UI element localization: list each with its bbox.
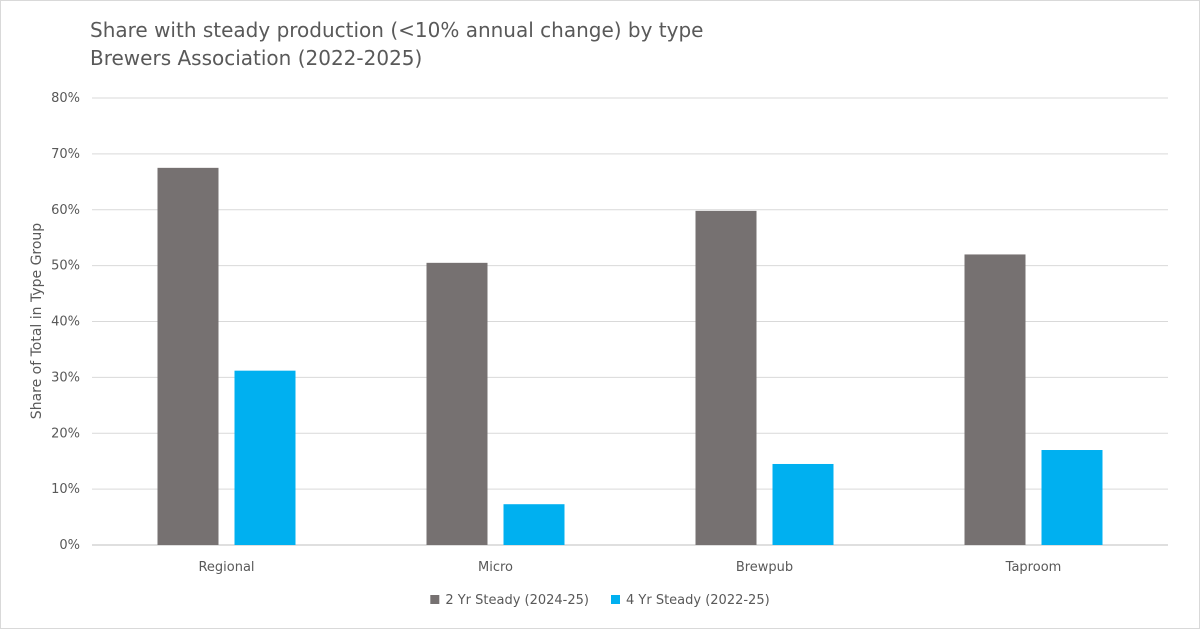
legend-label: 2 Yr Steady (2024-25) <box>445 593 589 608</box>
y-tick-label: 0% <box>59 538 80 553</box>
chart-title: Share with steady production (<10% annua… <box>90 16 703 72</box>
legend-item: 4 Yr Steady (2022-25) <box>611 593 770 608</box>
bar-taproom-series-1 <box>964 254 1026 545</box>
y-tick-label: 20% <box>51 426 80 441</box>
y-tick-label: 60% <box>51 203 80 218</box>
y-tick-label: 30% <box>51 370 80 385</box>
x-category-label: Brewpub <box>736 560 793 575</box>
chart-title-line: Share with steady production (<10% annua… <box>90 18 704 42</box>
y-tick-label: 10% <box>51 482 80 497</box>
x-category-label: Regional <box>198 560 254 575</box>
y-tick-label: 70% <box>51 147 80 162</box>
bar-brewpub-series-2 <box>772 463 834 545</box>
y-tick-label: 40% <box>51 315 80 330</box>
legend-item: 2 Yr Steady (2024-25) <box>430 593 589 608</box>
bars <box>157 167 1103 545</box>
bar-taproom-series-2 <box>1041 450 1103 545</box>
chart-subtitle: Brewers Association (2022-2025) <box>90 46 423 70</box>
bar-brewpub-series-1 <box>695 210 757 545</box>
bar-regional-series-2 <box>234 370 296 545</box>
x-category-label: Taproom <box>1005 560 1062 575</box>
bar-regional-series-1 <box>157 167 219 545</box>
y-tick-label: 50% <box>51 259 80 274</box>
bar-micro-series-1 <box>426 262 488 545</box>
x-axis-category-labels: Regional Micro Brewpub Taproom <box>198 560 1061 575</box>
y-axis-title: Share of Total in Type Group <box>29 223 45 419</box>
legend-swatch <box>611 595 620 604</box>
x-category-label: Micro <box>478 560 513 575</box>
y-tick-label: 80% <box>51 91 80 106</box>
legend-label: 4 Yr Steady (2022-25) <box>626 593 770 608</box>
legend: 2 Yr Steady (2024-25) 4 Yr Steady (2022-2… <box>430 593 770 608</box>
legend-swatch <box>430 595 440 604</box>
bar-micro-series-2 <box>503 504 565 545</box>
y-axis-tick-labels: 0% 10% 20% 30% 40% 50% 60% 70% 80% <box>51 91 80 553</box>
